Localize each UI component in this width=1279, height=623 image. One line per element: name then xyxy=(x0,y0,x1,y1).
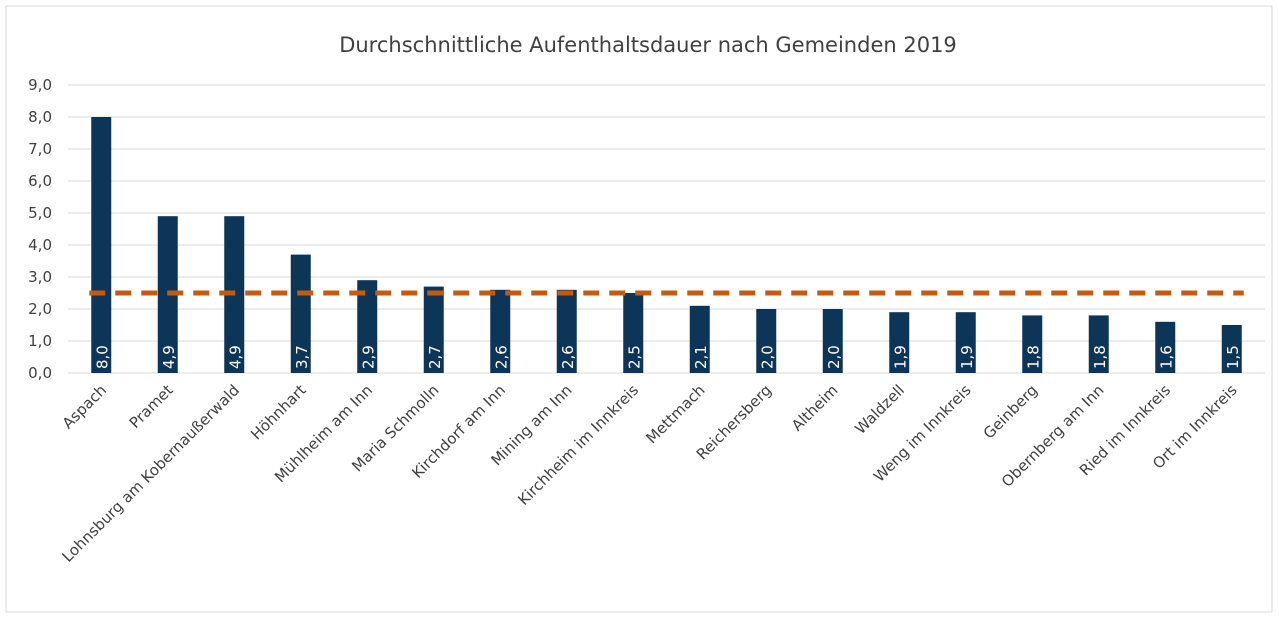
y-tick-label: 6,0 xyxy=(28,172,52,190)
value-label: 2,6 xyxy=(559,345,577,369)
bar xyxy=(623,293,644,373)
value-label: 2,7 xyxy=(426,345,444,369)
value-label: 1,9 xyxy=(891,345,909,369)
value-label: 4,9 xyxy=(160,345,178,369)
y-tick-label: 0,0 xyxy=(28,364,52,382)
value-label: 2,1 xyxy=(692,345,710,369)
value-label: 2,0 xyxy=(825,345,843,369)
y-tick-label: 3,0 xyxy=(28,268,52,286)
bar xyxy=(756,309,777,373)
bar xyxy=(423,286,444,373)
bar xyxy=(1088,315,1109,373)
bar xyxy=(91,117,112,373)
value-label: 1,9 xyxy=(958,345,976,369)
y-tick-label: 8,0 xyxy=(28,108,52,126)
y-tick-label: 1,0 xyxy=(28,332,52,350)
bar xyxy=(1155,321,1176,373)
y-tick-label: 2,0 xyxy=(28,300,52,318)
value-label: 2,5 xyxy=(625,345,643,369)
value-label: 1,8 xyxy=(1024,345,1042,369)
y-tick-label: 7,0 xyxy=(28,140,52,158)
bar xyxy=(1221,325,1242,373)
value-label: 2,9 xyxy=(359,345,377,369)
value-label: 8,0 xyxy=(93,345,111,369)
bar xyxy=(689,305,710,373)
bar xyxy=(1022,315,1043,373)
value-label: 4,9 xyxy=(226,345,244,369)
y-tick-label: 5,0 xyxy=(28,204,52,222)
bar xyxy=(556,289,577,373)
bar xyxy=(490,289,511,373)
value-label: 1,6 xyxy=(1157,345,1175,369)
y-tick-label: 4,0 xyxy=(28,236,52,254)
bar xyxy=(357,280,378,373)
chart-title: Durchschnittliche Aufenthaltsdauer nach … xyxy=(339,33,957,57)
y-tick-label: 9,0 xyxy=(28,76,52,94)
value-label: 1,8 xyxy=(1091,345,1109,369)
bar xyxy=(889,312,910,373)
bar xyxy=(290,254,311,373)
value-label: 2,0 xyxy=(758,345,776,369)
value-label: 2,6 xyxy=(492,345,510,369)
bar xyxy=(822,309,843,373)
value-label: 3,7 xyxy=(293,345,311,369)
value-label: 1,5 xyxy=(1224,345,1242,369)
bar xyxy=(955,312,976,373)
